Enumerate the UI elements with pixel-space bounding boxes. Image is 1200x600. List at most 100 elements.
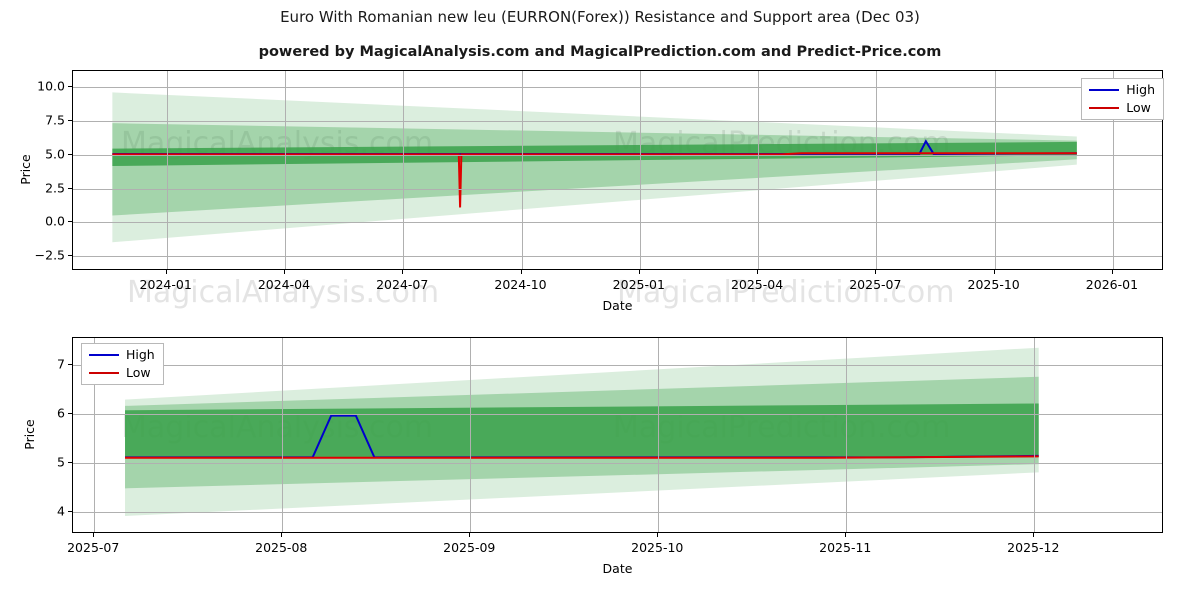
- y-axis-tick-label: 5.0: [45, 146, 65, 162]
- y-axis-label-long-range: Price: [17, 154, 33, 185]
- x-axis-tick-mark: [402, 270, 404, 274]
- gridline-horizontal: [73, 121, 1162, 122]
- y-axis-tick-mark: [68, 86, 72, 88]
- chart-panel-short-range: MagicalAnalysis.com MagicalPrediction.co…: [22, 337, 1163, 576]
- x-axis-tick-mark: [165, 270, 167, 274]
- gridline-vertical: [403, 71, 405, 269]
- gridline-vertical: [94, 338, 96, 532]
- x-axis-tick-mark: [93, 533, 95, 537]
- gridline-horizontal: [73, 154, 1162, 156]
- x-axis-tick-label: 2025-08: [255, 540, 308, 555]
- x-axis-tick-mark: [657, 533, 659, 537]
- y-axis-tick-mark: [68, 187, 72, 189]
- y-axis-tick-label: 5: [57, 454, 65, 470]
- x-axis-tick-label: 2024-01: [139, 277, 192, 292]
- gridline-vertical: [470, 338, 472, 532]
- y-axis-tick-label: 10.0: [37, 78, 65, 94]
- legend-swatch-low-2: [89, 371, 119, 374]
- legend-swatch-low: [1089, 106, 1120, 109]
- x-axis-tick-label: 2025-04: [730, 277, 784, 292]
- x-axis-tick-label: 2025-07: [849, 277, 902, 292]
- resistance-support-band: [112, 92, 1077, 243]
- x-axis-tick-label: 2025-11: [819, 540, 872, 555]
- gridline-vertical: [284, 71, 286, 269]
- gridline-vertical: [521, 71, 523, 269]
- legend-entry-low: Low: [1089, 99, 1155, 115]
- x-axis-tick-label: 2025-10: [631, 540, 684, 555]
- gridline-horizontal: [73, 462, 1162, 464]
- page-subtitle: powered by MagicalAnalysis.com and Magic…: [258, 44, 942, 60]
- x-axis-tick-mark: [845, 533, 847, 537]
- x-axis-tick-mark: [469, 533, 471, 537]
- x-axis-tick-label: 2024-10: [494, 277, 547, 292]
- y-axis-tick-mark: [68, 363, 72, 365]
- y-axis-tick-label: 7: [57, 356, 65, 372]
- gridline-vertical: [758, 71, 760, 269]
- gridline-vertical: [166, 71, 168, 269]
- legend-long-range: High Low: [1081, 78, 1164, 120]
- y-axis-tick-mark: [68, 412, 72, 414]
- gridline-vertical: [1034, 338, 1036, 532]
- x-axis-tick-label: 2024-07: [376, 277, 429, 292]
- gridline-horizontal: [73, 256, 1162, 258]
- legend-label-high: High: [1126, 82, 1155, 97]
- series-line-low: [112, 152, 1077, 208]
- plot-area-long-range: MagicalAnalysis.com MagicalPrediction.co…: [72, 70, 1163, 270]
- x-axis-label-short-range: Date: [602, 561, 633, 576]
- legend-label-low: Low: [1126, 99, 1151, 115]
- y-axis-tick-mark: [68, 461, 72, 463]
- gridline-vertical: [1112, 71, 1114, 269]
- legend-swatch-high: [1089, 89, 1120, 92]
- gridline-vertical: [876, 71, 878, 269]
- y-axis-tick-mark: [68, 510, 72, 512]
- y-axis-label-short-range: Price: [21, 419, 37, 450]
- legend-entry-high-2: High: [89, 347, 155, 362]
- y-axis-tick-label: 6: [57, 405, 65, 421]
- gridline-horizontal: [73, 222, 1162, 224]
- gridline-vertical: [639, 71, 641, 269]
- y-axis-tick-mark: [68, 153, 72, 155]
- legend-label-high-2: High: [126, 347, 155, 362]
- series-layer-long-range: [112, 92, 1077, 243]
- x-axis-label-long-range: Date: [602, 298, 633, 313]
- x-axis-tick-label: 2025-07: [67, 540, 120, 555]
- x-axis-tick-label: 2024-04: [257, 277, 311, 292]
- series-line-low: [125, 455, 1039, 459]
- y-axis-tick-label: 4: [57, 503, 65, 519]
- x-axis-tick-mark: [757, 270, 759, 274]
- chart-panel-long-range: MagicalAnalysis.com MagicalPrediction.co…: [18, 70, 1164, 313]
- resistance-support-band: [125, 403, 1039, 459]
- legend-swatch-high-2: [89, 354, 119, 357]
- x-axis-tick-mark: [283, 270, 285, 274]
- legend-entry-low-2: Low: [89, 364, 155, 380]
- y-axis-tick-label: 2.5: [45, 180, 65, 196]
- y-axis-tick-label: 0.0: [45, 213, 65, 229]
- legend-entry-high: High: [1089, 82, 1155, 97]
- x-axis-tick-mark: [638, 270, 640, 274]
- gridline-vertical: [994, 71, 996, 269]
- y-axis-tick-label: 7.5: [45, 112, 65, 128]
- page-title: Euro With Romanian new leu (EURRON(Forex…: [280, 8, 920, 26]
- x-axis-tick-label: 2025-12: [1007, 540, 1060, 555]
- x-axis-tick-label: 2025-01: [612, 277, 665, 292]
- gridline-horizontal: [73, 413, 1162, 415]
- y-axis-tick-mark: [68, 221, 72, 223]
- x-axis-tick-label: 2026-01: [1085, 277, 1139, 292]
- x-axis-tick-mark: [520, 270, 522, 274]
- x-axis-tick-mark: [993, 270, 995, 274]
- gridline-horizontal: [73, 87, 1162, 89]
- y-axis-tick-label: −2.5: [34, 247, 65, 263]
- y-axis-tick-mark: [68, 120, 72, 121]
- gridline-vertical: [658, 338, 660, 532]
- gridline-vertical: [282, 338, 284, 532]
- legend-short-range: High Low: [81, 343, 164, 385]
- gridline-horizontal: [73, 511, 1162, 513]
- x-axis-tick-mark: [875, 270, 877, 274]
- x-axis-tick-label: 2025-09: [443, 540, 496, 555]
- gridline-vertical: [846, 338, 848, 532]
- legend-label-low-2: Low: [126, 364, 151, 380]
- plot-area-short-range: MagicalAnalysis.com MagicalPrediction.co…: [72, 337, 1163, 533]
- x-axis-tick-label: 2025-10: [967, 277, 1020, 292]
- x-axis-tick-mark: [1111, 270, 1113, 274]
